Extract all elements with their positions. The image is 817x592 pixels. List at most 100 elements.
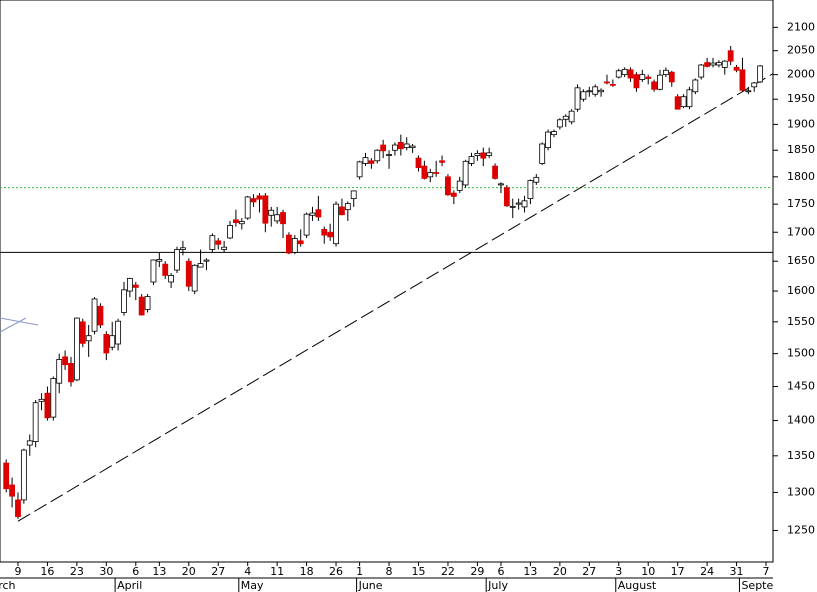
candle-body [498, 183, 504, 186]
plot-area [0, 0, 774, 563]
candle-body [168, 275, 175, 283]
candle-body [350, 190, 357, 200]
candle-body [68, 362, 74, 383]
y-tick-label: 1450 [787, 380, 815, 393]
candle-body [233, 219, 239, 224]
candle-body [527, 180, 534, 200]
candle-body [85, 335, 92, 342]
candle-body [244, 196, 251, 219]
trend-line [17, 73, 773, 522]
candle-body [132, 284, 139, 288]
candle-body [38, 398, 45, 402]
y-tick-label: 2050 [787, 44, 815, 57]
candle-body [551, 131, 557, 136]
x-tick-label: 27 [211, 565, 225, 578]
candle-body [256, 195, 263, 200]
candle-body [144, 296, 151, 310]
candle-body [433, 172, 440, 174]
y-tick-label: 2100 [787, 20, 815, 33]
candle-body [586, 90, 593, 93]
candle-body [403, 143, 410, 149]
x-tick-label: 7 [763, 565, 770, 578]
candle-body [91, 298, 98, 332]
candle-body [698, 64, 705, 78]
month-label: April [117, 579, 142, 592]
month-label: July [487, 579, 508, 592]
candle-body [427, 172, 434, 178]
candle-body [745, 90, 752, 93]
candle-body [344, 203, 351, 211]
y-tick-label: 1550 [787, 315, 815, 328]
x-tick-label: 30 [99, 565, 113, 578]
candle-body [692, 79, 699, 93]
candle-body [26, 440, 33, 446]
y-tick-label: 1750 [787, 197, 815, 210]
candle-body [409, 145, 416, 149]
candle-body [521, 200, 528, 208]
x-tick-label: 13 [152, 565, 166, 578]
candle-body [615, 70, 622, 78]
candle-body [44, 392, 51, 419]
candle-body [20, 449, 27, 501]
candle-body [580, 91, 587, 100]
candle-body [657, 74, 663, 90]
candle-body [126, 278, 133, 292]
x-tick-label: 23 [70, 565, 84, 578]
month-label: June [358, 579, 383, 592]
candle-body [680, 96, 687, 108]
candle-body [115, 320, 122, 345]
candle-body [674, 96, 681, 110]
candle-body [62, 356, 68, 366]
x-tick-label: 18 [300, 565, 314, 578]
x-tick-label: 10 [641, 565, 655, 578]
month-label: May [241, 579, 264, 592]
candle-body [386, 154, 392, 156]
candle-body [362, 157, 369, 164]
month-label: March [0, 579, 16, 592]
candle-body [291, 238, 298, 253]
candle-body [574, 87, 581, 110]
candle-body [539, 143, 546, 164]
y-tick-label: 1250 [787, 523, 815, 536]
candle-body [751, 82, 758, 88]
candle-body [609, 83, 616, 86]
y-tick-label: 1600 [787, 284, 815, 297]
candle-body [392, 144, 398, 151]
x-tick-label: 20 [553, 565, 567, 578]
y-tick-label: 1400 [787, 414, 815, 427]
candle-body [97, 305, 104, 326]
candle-body [315, 209, 322, 218]
candle-body [73, 317, 80, 381]
candle-body [598, 89, 604, 93]
candle-body [162, 263, 169, 276]
x-tick-label: 11 [270, 565, 284, 578]
candle-body [474, 152, 481, 156]
candle-body [727, 50, 734, 62]
y-tick-label: 1900 [787, 117, 815, 130]
candle-body [545, 131, 551, 149]
candle-body [662, 69, 669, 76]
x-tick-label: 20 [182, 565, 196, 578]
candle-body [274, 214, 281, 222]
candle-body [633, 74, 640, 89]
x-tick-label: 3 [615, 565, 622, 578]
candle-body [197, 263, 204, 268]
x-tick-label: 6 [497, 565, 504, 578]
candle-body [503, 187, 510, 207]
candle-body [721, 60, 728, 68]
candle-body [715, 62, 722, 66]
candle-body [739, 69, 746, 91]
candle-body [15, 499, 21, 517]
month-label: August [618, 579, 657, 592]
candle-body [156, 259, 163, 262]
candle-body [150, 259, 157, 283]
candle-body [462, 160, 469, 186]
x-tick-label: 22 [441, 565, 455, 578]
candle-body [710, 62, 716, 66]
x-tick-label: 1 [356, 565, 363, 578]
y-tick-label: 1300 [787, 485, 815, 498]
y-tick-label: 2000 [787, 68, 815, 81]
candle-body [3, 462, 10, 490]
y-tick-label: 1350 [787, 449, 815, 462]
